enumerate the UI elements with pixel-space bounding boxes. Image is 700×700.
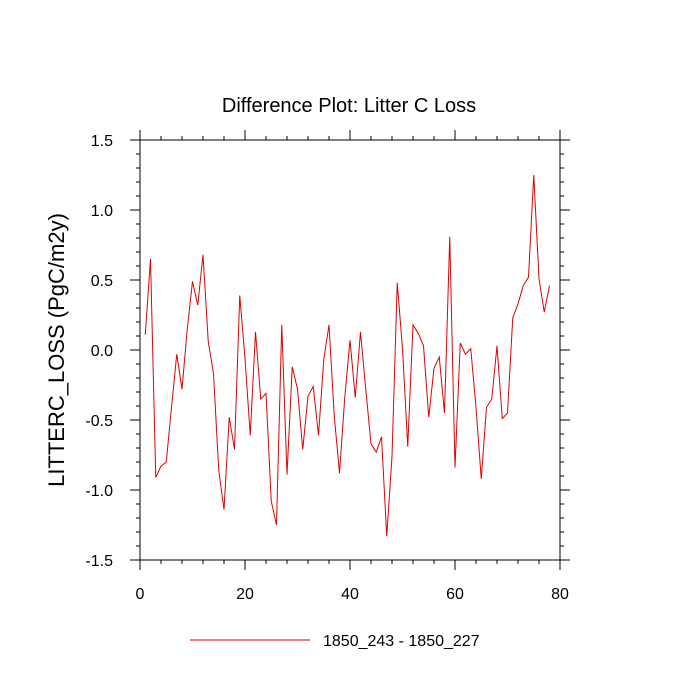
y-tick-label: -1.5 <box>85 553 113 570</box>
chart-title: Difference Plot: Litter C Loss <box>222 95 476 117</box>
x-tick-label: 60 <box>446 586 464 603</box>
y-tick-label: 0.0 <box>91 343 113 360</box>
y-tick-label: -1.0 <box>85 483 113 500</box>
y-tick-label: 0.5 <box>91 273 113 290</box>
x-tick-label: 0 <box>136 586 145 603</box>
minor-ticks <box>136 136 564 564</box>
legend: 1850_243 - 1850_227 <box>190 633 480 650</box>
series-line <box>144 174 550 537</box>
y-tick-labels: -1.5 -1.0 -0.5 0.0 0.5 1.0 1.5 <box>85 133 113 570</box>
y-tick-label: 1.0 <box>91 203 113 220</box>
y-tick-label: 1.5 <box>91 133 113 150</box>
y-axis-label: LITTERC_LOSS (PgC/m2y) <box>44 213 69 487</box>
x-tick-label: 20 <box>236 586 254 603</box>
x-tick-label: 40 <box>341 586 359 603</box>
major-ticks <box>130 130 570 570</box>
x-tick-label: 80 <box>551 586 569 603</box>
y-tick-label: -0.5 <box>85 413 113 430</box>
x-tick-labels: 0 20 40 60 80 <box>136 586 569 603</box>
legend-label: 1850_243 - 1850_227 <box>323 633 480 650</box>
series-group <box>144 174 550 537</box>
